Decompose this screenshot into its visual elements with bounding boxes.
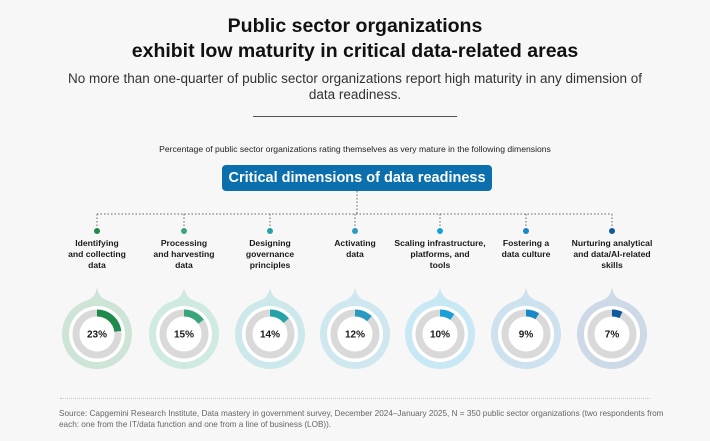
chart-caption: Percentage of public sector organization…: [159, 144, 551, 154]
dimension-label-line: Designing: [249, 238, 291, 248]
dimension-label: Activating data: [293, 238, 417, 260]
dimensions-banner: Critical dimensions of data readiness: [222, 165, 492, 191]
connector-dot: [352, 228, 358, 234]
title-line-2: exhibit low maturity in critical data-re…: [131, 40, 579, 62]
donut-value-label: 10%: [430, 330, 450, 341]
dimension-label-line: governance: [245, 249, 295, 259]
subtitle-divider: [253, 116, 457, 117]
dimension-label-line: data: [346, 249, 364, 259]
dimension-label-line: data: [88, 260, 106, 270]
donut-value-label: 23%: [87, 330, 107, 341]
donut-arc: [96, 309, 122, 333]
dimension-label: Identifying and collecting data: [35, 238, 159, 271]
donut-arc: [439, 309, 455, 320]
donut-value-label: 12%: [345, 330, 365, 341]
footer-divider: [60, 398, 650, 399]
dimension-label: Processing and harvesting data: [122, 238, 246, 271]
dimension-label-line: data culture: [501, 249, 551, 259]
dimension-label-line: Activating: [334, 238, 376, 248]
chart-title: Public sector organizations exhibit low …: [0, 14, 710, 64]
dimension-label-line: Processing: [160, 238, 208, 248]
connector-dot: [609, 228, 615, 234]
dimension-label: Designing governance principles: [208, 238, 332, 271]
donut-value-label: 14%: [260, 330, 280, 341]
dimension-label-line: Identifying: [75, 238, 119, 248]
connector-dot: [181, 228, 187, 234]
dimension-label-line: Nurturing analytical: [571, 238, 653, 248]
dimension-label-line: Scaling infrastructure,: [394, 238, 486, 248]
dimension-label-line: and harvesting: [153, 249, 215, 259]
dimension-label-line: principles: [249, 260, 291, 270]
connector-dot: [437, 228, 443, 234]
dimension-label-line: and collecting: [68, 249, 126, 259]
donut-value-label: 9%: [519, 330, 534, 341]
dimension-label-line: tools: [429, 260, 451, 270]
connector-dot: [523, 228, 529, 234]
donut-value-label: 7%: [605, 330, 620, 341]
dimension-label: Scaling infrastructure, platforms, and too…: [378, 238, 502, 271]
donut-arc: [183, 309, 204, 324]
dimension-label-line: Fostering a: [502, 238, 550, 248]
source-note: Source: Capgemini Research Institute, Da…: [59, 409, 664, 429]
chart-subtitle: No more than one-quarter of public secto…: [67, 71, 643, 102]
connector-dot: [94, 228, 100, 234]
title-line-1: Public sector organizations: [227, 15, 483, 37]
donut-arc: [611, 309, 623, 319]
dimension-label-line: platforms, and: [410, 249, 470, 259]
dimension-label-line: skills: [601, 260, 623, 270]
donut-arc: [525, 309, 540, 320]
dimension-label-line: data: [175, 260, 193, 270]
dimension-label-line: and data/AI-related: [573, 249, 651, 259]
dimension-label: Nurturing analytical and data/AI-related s…: [550, 238, 674, 271]
dimension-label: Fostering a data culture: [464, 238, 588, 260]
donut-value-label: 15%: [174, 330, 194, 341]
donut-arc: [354, 309, 372, 322]
connector-dot: [267, 228, 273, 234]
donut-arc: [269, 309, 289, 324]
